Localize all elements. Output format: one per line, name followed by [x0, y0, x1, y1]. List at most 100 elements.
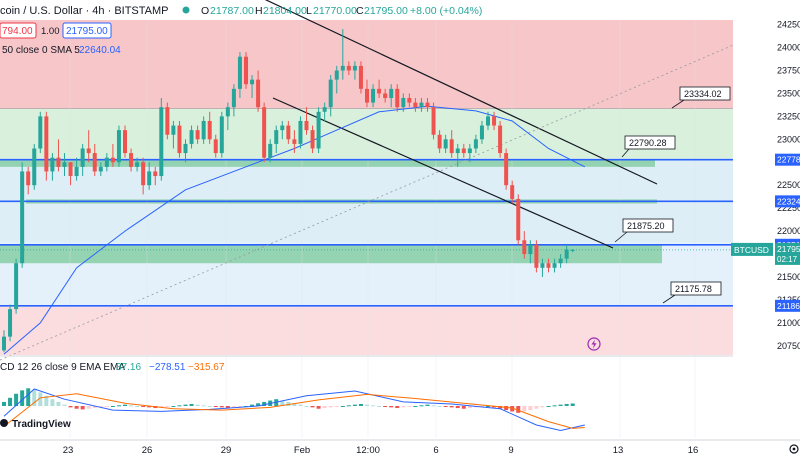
time-tick-label: 13 — [613, 445, 624, 456]
candle-body — [401, 98, 406, 108]
price-tick-label: 24000.00 — [777, 43, 800, 53]
candle-body — [292, 139, 297, 144]
macd-hist-bar — [165, 406, 170, 407]
candle-body — [371, 88, 376, 103]
macd-hist-bar — [437, 406, 442, 407]
candle-body — [171, 125, 176, 135]
time-tick-label: 26 — [142, 445, 153, 456]
macd-hist-bar — [413, 406, 418, 407]
macd-hist-bar — [570, 403, 575, 406]
candle-body — [473, 139, 478, 149]
price-zones — [0, 20, 733, 355]
macd-hist-bar — [328, 406, 333, 408]
tradingview-logo[interactable]: TradingView — [0, 419, 71, 430]
macd-hist-bar — [346, 405, 351, 407]
candle-body — [2, 336, 6, 351]
price-badge-label: 22778. — [777, 155, 800, 165]
macd-hist-bar — [552, 405, 557, 407]
candle-body — [425, 102, 430, 108]
candle-body — [80, 148, 85, 167]
macd-legend: CD 12 26 close 9 EMA EMA 37.16 −278.51 −… — [0, 362, 225, 373]
macd-value: −278.51 — [149, 362, 186, 373]
symbol-title[interactable]: coin / U.S. Dollar · 4h · BITSTAMP — [0, 5, 169, 17]
sell-button[interactable] — [0, 22, 37, 39]
macd-hist-bar — [44, 395, 49, 406]
candle-body — [358, 65, 363, 89]
current-price-badge — [775, 242, 800, 265]
candle-body — [8, 309, 13, 337]
macd-hist-bar — [110, 406, 115, 407]
price-annotations: 23334.02 22790.28 21875.20 21175.78 — [614, 86, 731, 304]
tradingview-logo-icon — [0, 419, 8, 427]
candle-body — [431, 107, 436, 135]
time-tick-label: 9 — [508, 445, 513, 456]
candle-body — [419, 102, 424, 108]
annotation-leader — [671, 99, 685, 109]
macd-hist-bar — [365, 404, 369, 406]
macd-hist-bar — [237, 406, 242, 407]
macd-hist-bar — [68, 406, 73, 408]
candle-body — [92, 153, 97, 172]
macd-legend-label[interactable]: CD 12 26 close 9 EMA EMA — [0, 362, 125, 373]
macd-hist-bar — [250, 404, 255, 406]
macd-hist-bar — [510, 406, 515, 412]
sma-legend-label[interactable]: 50 close 0 SMA 5 — [2, 45, 80, 56]
candle-body — [268, 143, 273, 158]
candle-body — [44, 116, 49, 172]
macd-hist-bar — [540, 406, 545, 408]
candle-body — [32, 148, 37, 186]
candles — [2, 29, 575, 353]
candle-body — [286, 125, 291, 140]
annotation-box — [670, 281, 722, 296]
candle-body — [116, 130, 121, 163]
macd-hist-bar — [516, 406, 521, 413]
macd-hist-bar — [38, 392, 43, 406]
macd-signal-value: −315.67 — [188, 362, 225, 373]
candle-body — [110, 157, 115, 163]
candle-body — [98, 166, 103, 172]
annotation-label: 23334.02 — [684, 89, 722, 99]
time-tick-label: 23 — [63, 445, 74, 456]
annotation-leader — [621, 148, 630, 158]
price-tick-label: 22250.00 — [777, 203, 800, 213]
candle-body — [274, 130, 279, 144]
support-resistance-lines — [0, 158, 733, 307]
price-tick-label: 23500.00 — [777, 88, 800, 98]
macd-hist-bar — [280, 400, 285, 406]
price-tick-label: 20750.00 — [777, 341, 800, 351]
macd-hist-bar — [26, 388, 31, 406]
candle-body — [135, 162, 140, 167]
candle-body — [237, 56, 242, 89]
spread-value: 1.00 — [41, 26, 60, 37]
candle-body — [219, 116, 224, 154]
macd-hist-bar — [546, 406, 551, 407]
macd-hist-bar — [171, 406, 176, 407]
change-value: +8.00 (+0.04%) — [410, 5, 482, 17]
candle-body — [189, 130, 194, 144]
candle-body — [26, 171, 31, 186]
macd-hist-bar — [2, 401, 6, 406]
market-status-icon — [182, 6, 190, 14]
candle-body — [207, 120, 212, 140]
candle-body — [461, 148, 466, 154]
time-axis: 23 26 29 Feb 12:00 6 9 13 16 — [0, 439, 800, 456]
macd-hist-bar — [213, 406, 218, 407]
buy-button[interactable] — [62, 22, 112, 39]
macd-hist-bar — [80, 406, 85, 410]
macd-hist-bar — [177, 405, 182, 407]
events-icon[interactable] — [587, 337, 601, 351]
price-tick-label: 24250.00 — [777, 20, 800, 30]
candle-body — [486, 116, 490, 126]
price-badge-label: 21186. — [777, 301, 800, 311]
price-tick-label: 23000.00 — [777, 134, 800, 144]
macd-hist-bar — [340, 406, 345, 407]
candle-body — [492, 116, 497, 126]
gear-icon[interactable] — [789, 444, 799, 454]
candle-body — [564, 249, 569, 259]
candle-body — [377, 88, 382, 94]
macd-hist-bar — [425, 404, 430, 406]
candle-body — [123, 130, 127, 154]
price-zone — [0, 306, 733, 355]
macd-hist-bar — [316, 406, 321, 409]
h-value: 21804.00 — [263, 5, 307, 17]
